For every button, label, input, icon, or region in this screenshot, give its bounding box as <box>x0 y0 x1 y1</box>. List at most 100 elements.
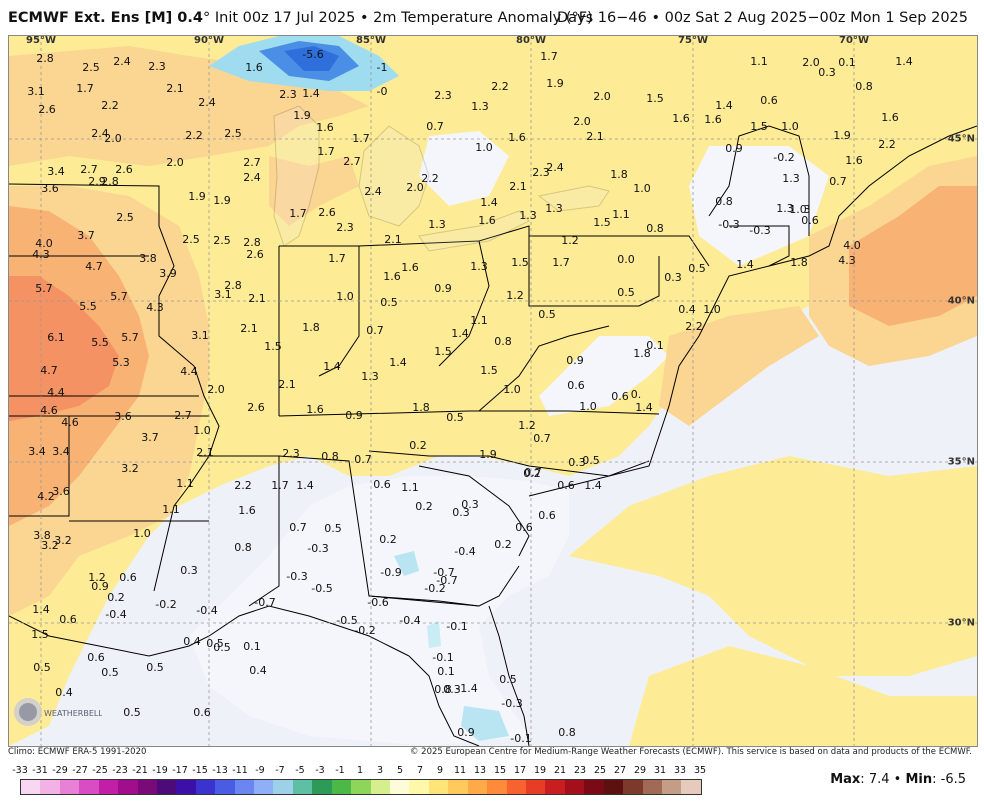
anomaly-value: 0.8 <box>646 222 664 235</box>
legend-tick-label: -17 <box>172 765 188 776</box>
anomaly-value: 0.5 <box>688 262 706 275</box>
anomaly-value: -1.4 <box>456 682 478 695</box>
anomaly-value: 2.5 <box>116 211 134 224</box>
anomaly-value: 3.1 <box>27 85 45 98</box>
anomaly-value: 0.5 <box>206 637 224 650</box>
anomaly-value: 1.9 <box>188 190 206 203</box>
copyright-note: © 2025 European Centre for Medium-Range … <box>409 747 972 757</box>
legend-tick-label: -21 <box>132 765 148 776</box>
legend-color-swatch <box>118 780 138 794</box>
anomaly-value: 1.2 <box>561 234 579 247</box>
anomaly-value: 1.0 <box>579 400 597 413</box>
anomaly-value: 1.8 <box>633 347 651 360</box>
anomaly-value: 5.3 <box>112 356 130 369</box>
anomaly-value: 4.7 <box>85 260 103 273</box>
anomaly-value: 1.3 <box>545 202 563 215</box>
anomaly-value: 4.6 <box>61 416 79 429</box>
anomaly-value: 2.3 <box>282 447 300 460</box>
anomaly-value: 2.2 <box>491 80 509 93</box>
legend-color-swatch <box>351 780 371 794</box>
anomaly-value: 1.5 <box>511 256 529 269</box>
anomaly-value: 1.0 <box>193 424 211 437</box>
anomaly-value: 1.7 <box>271 479 289 492</box>
anomaly-value: 2.7 <box>243 156 261 169</box>
legend-color-swatch <box>137 780 157 794</box>
anomaly-value: 0.8 <box>234 541 252 554</box>
anomaly-value: 1.7 <box>289 207 307 220</box>
anomaly-value: 0.4 <box>678 303 696 316</box>
anomaly-value: 2.0 <box>593 90 611 103</box>
anomaly-value: -0.2 <box>773 151 795 164</box>
anomaly-value: 1.1 <box>612 208 630 221</box>
anomaly-value: 1.4 <box>635 401 653 414</box>
anomaly-value: -0.2 <box>424 582 446 595</box>
anomaly-value: 2.3 <box>336 221 354 234</box>
longitude-label: 80°W <box>516 35 546 46</box>
anomaly-value: 1.8 <box>302 321 320 334</box>
anomaly-value: 1.6 <box>881 111 899 124</box>
anomaly-value: 0.5 <box>446 411 464 424</box>
anomaly-value: 0.4 <box>249 664 267 677</box>
anomaly-value: 0.5 <box>146 661 164 674</box>
anomaly-value: 2.3 <box>148 60 166 73</box>
legend-color-swatch <box>234 780 255 794</box>
anomaly-value: 1.4 <box>480 196 498 209</box>
legend-color-swatch <box>603 780 624 794</box>
anomaly-value: 1.7 <box>352 132 370 145</box>
legend-tick-label: 19 <box>533 765 547 776</box>
anomaly-value: 4.3 <box>146 301 164 314</box>
legend-tick-label: -23 <box>112 765 128 776</box>
anomaly-value: 1.0 <box>503 383 521 396</box>
anomaly-value: 5.5 <box>91 336 109 349</box>
legend-tick-label: 17 <box>513 765 527 776</box>
anomaly-value: 0.6 <box>801 214 819 227</box>
anomaly-value: 0.8 <box>715 195 733 208</box>
anomaly-value: 0.0 <box>617 253 635 266</box>
anomaly-value: -0 <box>376 85 388 98</box>
anomaly-value: 0.1 <box>243 640 261 653</box>
anomaly-value: 5.7 <box>35 282 53 295</box>
anomaly-value: 1.4 <box>715 99 733 112</box>
anomaly-value: 1.0 <box>789 203 807 216</box>
legend-color-swatch <box>331 780 352 794</box>
legend-tick-label: 27 <box>613 765 627 776</box>
legend-tick-label: -13 <box>212 765 228 776</box>
anomaly-value: 0.9 <box>434 282 452 295</box>
anomaly-value: -0.6 <box>367 596 389 609</box>
anomaly-value: 1.3 <box>519 209 537 222</box>
anomaly-value: 1.7 <box>540 50 558 63</box>
anomaly-value: -0.5 <box>336 614 358 627</box>
legend-color-swatch <box>21 780 41 794</box>
anomaly-value: 1.9 <box>546 77 564 90</box>
legend-tick-label: 35 <box>693 765 707 776</box>
anomaly-value: 3.7 <box>77 229 95 242</box>
longitude-label: 75°W <box>678 35 708 46</box>
anomaly-value: 1.4 <box>895 55 913 68</box>
anomaly-value: 2.3 <box>279 88 297 101</box>
anomaly-value: 0.3 <box>568 456 586 469</box>
anomaly-value: 2.2 <box>685 320 703 333</box>
anomaly-value: 1.4 <box>736 258 754 271</box>
anomaly-value: -0.4 <box>399 614 421 627</box>
anomaly-value: 0.6 <box>538 509 556 522</box>
anomaly-value: 5.5 <box>79 300 97 313</box>
anomaly-value: 3.2 <box>121 462 139 475</box>
anomaly-value: 1.7 <box>317 145 335 158</box>
anomaly-value: 1.3 <box>470 260 488 273</box>
legend-tick-label: 33 <box>673 765 687 776</box>
anomaly-value: -0.3 <box>718 218 740 231</box>
anomaly-value: 1.6 <box>306 403 324 416</box>
legend-color-swatch <box>98 780 119 794</box>
legend-tick-label: 15 <box>493 765 507 776</box>
anomaly-value: 1.4 <box>32 603 50 616</box>
anomaly-value: 0.7 <box>366 324 384 337</box>
anomaly-value: 0.9 <box>725 142 743 155</box>
anomaly-value: 0.6 <box>59 613 77 626</box>
anomaly-value: -5.6 <box>302 48 324 61</box>
anomaly-value: 0.5 <box>582 454 600 467</box>
anomaly-value: 1.5 <box>434 345 452 358</box>
anomaly-value: 1.7 <box>76 82 94 95</box>
anomaly-value: 1.5 <box>750 120 768 133</box>
legend-color-swatch <box>254 780 274 794</box>
anomaly-value: 3.6 <box>52 485 70 498</box>
